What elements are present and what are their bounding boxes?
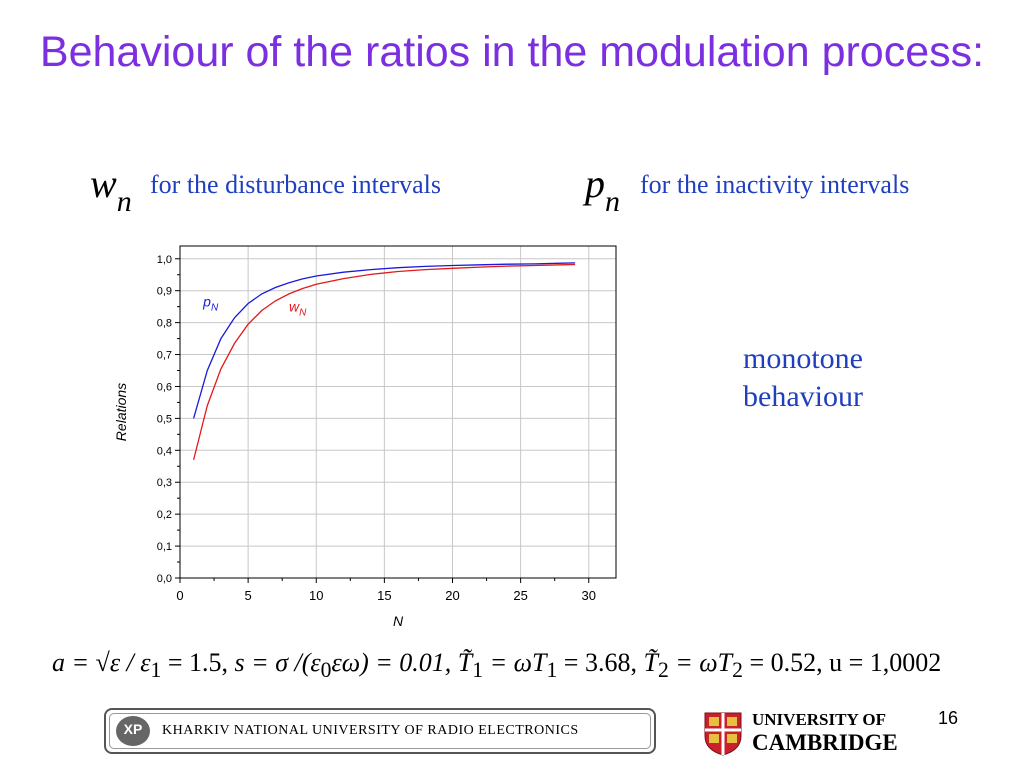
- w-symbol: wn: [90, 160, 132, 218]
- series-line-w: [192, 263, 576, 461]
- p-symbol: pn: [585, 160, 620, 218]
- p-symbol-base: p: [585, 161, 605, 206]
- w-description: for the disturbance intervals: [150, 170, 441, 199]
- chart-ticks: 0 5 10 15 20 25 30 0,0 0,1 0,2 0,3 0,4 0,5 0,6 0,7 0,8 0…: [157, 254, 596, 603]
- x-tick-label: 10: [309, 588, 323, 603]
- formula-s-val: εω) = 0.01,: [331, 648, 458, 677]
- legend-w-name: w: [289, 298, 300, 314]
- formula-a-sub: 1: [150, 658, 162, 683]
- monotone-note: monotone behaviour: [690, 340, 916, 416]
- chart-axes: [179, 245, 617, 579]
- kharkiv-university-name: KHARKIV NATIONAL UNIVERSITY OF RADIO ELE…: [162, 723, 579, 738]
- formula-t2: T̃: [643, 648, 658, 677]
- w-symbol-sub: n: [116, 185, 132, 218]
- y-tick-label: 0,2: [157, 509, 172, 521]
- kharkiv-logo-icon: ΧΡ: [116, 716, 150, 746]
- y-tick-label: 0,5: [157, 413, 172, 425]
- formula-t1-val: = 3.68,: [557, 648, 644, 677]
- x-tick-label: 0: [176, 588, 183, 603]
- cambridge-line1: UNIVERSITY OF: [752, 710, 886, 729]
- formula-t1-mid: = ωT: [483, 648, 547, 677]
- legend-p: pN: [202, 294, 219, 314]
- formula-s: s = σ /(ε: [234, 648, 321, 677]
- y-tick-label: 0,9: [157, 286, 172, 298]
- p-description: for the inactivity intervals: [640, 170, 910, 199]
- x-tick-label: 25: [513, 588, 527, 603]
- formula-t1: T̃: [457, 648, 473, 677]
- kharkiv-banner-frame: [109, 713, 651, 749]
- page-number: 16: [938, 708, 959, 728]
- formula-t2-sub2: 2: [732, 658, 743, 683]
- parameters-formula: a = √ε / ε1 = 1.5, s = σ /(ε0εω) = 0.01,…: [52, 648, 982, 683]
- formula-t2-mid: = ωT: [668, 648, 733, 677]
- legend-p-name: p: [202, 294, 211, 310]
- y-tick-label: 0,0: [157, 573, 172, 585]
- kharkiv-banner: ΧΡ KHARKIV NATIONAL UNIVERSITY OF RADIO …: [104, 708, 656, 754]
- chart-grid: [179, 246, 616, 579]
- formula-t2-val: = 0.52, u = 1,0002: [742, 648, 942, 677]
- cambridge-line2: CAMBRIDGE: [752, 730, 898, 755]
- y-axis-label: Relations: [113, 383, 129, 441]
- formula-t1-sub: 1: [472, 658, 484, 683]
- w-symbol-base: w: [90, 161, 117, 206]
- p-symbol-sub: n: [605, 185, 620, 218]
- series-line-p: [192, 262, 576, 419]
- x-tick-label: 15: [377, 588, 391, 603]
- y-tick-label: 0,7: [157, 350, 172, 362]
- x-axis-label: N: [393, 613, 404, 629]
- chart-series: [192, 262, 576, 461]
- plot-frame: [179, 245, 617, 579]
- formula-t2-sub: 2: [657, 658, 669, 683]
- cambridge-shield-icon: [704, 712, 742, 756]
- slide-title: Behaviour of the ratios in the modulatio…: [39, 28, 985, 76]
- y-tick-label: 0,8: [157, 318, 172, 330]
- formula-s-sub: 0: [320, 658, 332, 683]
- relations-chart: 0 5 10 15 20 25 30 0,0 0,1 0,2 0,3 0,4 0,5 0,6 0,7 0,8 0…: [113, 245, 617, 629]
- y-tick-label: 1,0: [157, 254, 172, 266]
- x-tick-label: 5: [245, 588, 252, 603]
- formula-a-val: = 1.5,: [161, 648, 235, 677]
- monotone-note-line2: behaviour: [743, 380, 863, 413]
- legend-p-sub: N: [211, 303, 219, 314]
- legend-w: wN: [289, 298, 307, 318]
- x-tick-label: 20: [445, 588, 459, 603]
- y-tick-label: 0,6: [157, 381, 172, 393]
- formula-a: a = √ε / ε: [52, 648, 151, 677]
- y-tick-label: 0,4: [157, 445, 172, 457]
- x-tick-label: 30: [582, 588, 596, 603]
- kharkiv-logo-text: ΧΡ: [123, 721, 143, 737]
- y-tick-label: 0,1: [157, 541, 172, 553]
- formula-t1-sub2: 1: [546, 658, 558, 683]
- legend-w-sub: N: [299, 307, 307, 318]
- monotone-note-line1: monotone: [743, 342, 863, 375]
- y-tick-label: 0,3: [157, 477, 172, 489]
